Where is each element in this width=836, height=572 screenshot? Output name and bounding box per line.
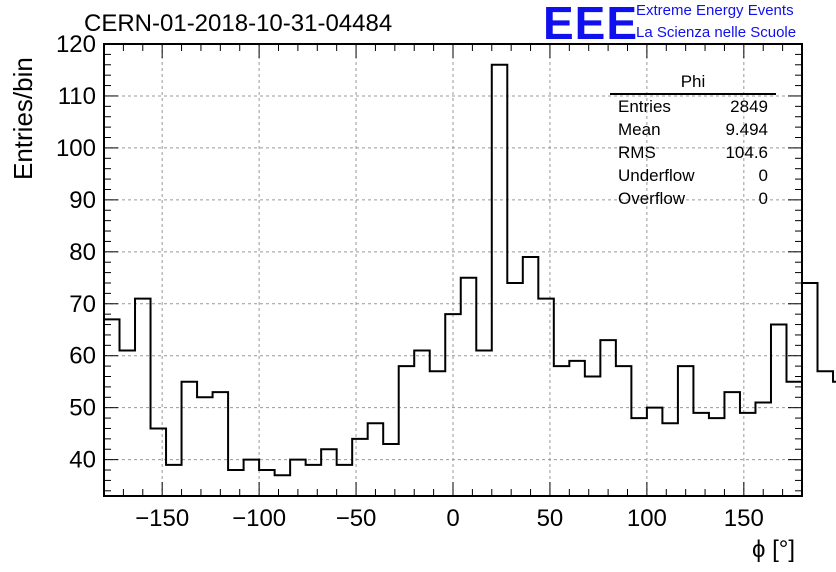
histogram-bin (492, 65, 508, 496)
histogram-bin (771, 325, 787, 496)
histogram-bin (755, 402, 771, 496)
stats-label: RMS (618, 143, 656, 162)
histogram-bin (802, 283, 818, 496)
stats-label: Mean (618, 120, 661, 139)
y-axis-label: Entries/bin (8, 57, 38, 180)
stats-title: Phi (610, 72, 776, 95)
histogram-bin (414, 351, 430, 496)
histogram-bin (259, 470, 275, 496)
y-tick-label: 40 (69, 447, 96, 474)
histogram-bin (818, 371, 834, 496)
eee-logo: EEE (543, 0, 639, 49)
histogram-bin (228, 470, 244, 496)
y-tick-label: 50 (69, 395, 96, 422)
histogram-bin (399, 366, 415, 496)
chart-title: CERN-01-2018-10-31-04484 (84, 10, 393, 37)
histogram-bin (244, 460, 260, 496)
histogram-bin (709, 418, 725, 496)
stats-label: Entries (618, 97, 671, 116)
histogram-bin (631, 418, 647, 496)
histogram-bin (182, 382, 198, 496)
histogram-bin (585, 377, 601, 496)
histogram-bin (151, 428, 167, 496)
histogram-bin (569, 361, 585, 496)
axis-ticks (103, 43, 803, 496)
y-tick-label: 120 (56, 31, 96, 58)
logo-line-2: La Scienza nelle Scuole (636, 24, 797, 41)
stats-value: 0 (758, 189, 768, 208)
stats-box: Phi Entries 2849 Mean 9.494 RMS 104.6 Un… (610, 72, 776, 210)
stats-value: 9.494 (725, 120, 768, 139)
stats-row-mean: Mean 9.494 (612, 118, 776, 141)
histogram-bin (352, 439, 368, 496)
stats-value: 0 (758, 166, 768, 185)
y-tick-label: 110 (58, 83, 96, 110)
histogram-bin (383, 444, 399, 496)
histogram-bin (740, 413, 756, 496)
stats-row-entries: Entries 2849 (612, 95, 776, 118)
histogram-bin (120, 351, 136, 496)
tick-labels: −150 −100 −50 0 50 100 150 40 50 60 70 80 90 100 110 12… (56, 31, 764, 532)
stats-row-overflow: Overflow 0 (612, 187, 776, 210)
histogram-bin (616, 366, 632, 496)
histogram-bin (476, 351, 492, 496)
y-tick-label: 60 (69, 343, 96, 370)
histogram-bin (724, 392, 740, 496)
stats-label: Underflow (618, 166, 695, 185)
x-tick-label: −150 (135, 505, 189, 532)
histogram-bin (166, 465, 182, 496)
histogram-bin (430, 371, 446, 496)
x-tick-label: 50 (537, 505, 564, 532)
stats-value: 104.6 (725, 143, 768, 162)
histogram-bin (647, 408, 663, 496)
stats-value: 2849 (730, 97, 768, 116)
logo-line-1: Extreme Energy Events (636, 2, 794, 19)
histogram-outline (104, 63, 836, 477)
histogram-bin (693, 413, 709, 496)
histogram-bin (507, 283, 523, 496)
histogram-bin (275, 475, 291, 496)
histogram-bin (197, 397, 213, 496)
stats-row-rms: RMS 104.6 (612, 141, 776, 164)
stats-label: Overflow (618, 189, 686, 208)
stats-row-underflow: Underflow 0 (612, 164, 776, 187)
histogram-bin (554, 366, 570, 496)
histogram-bin (538, 299, 554, 496)
histogram-bin (523, 257, 539, 496)
histogram-bin (678, 366, 694, 496)
x-tick-label: −50 (336, 505, 377, 532)
histogram-bin (337, 465, 353, 496)
x-tick-label: 0 (446, 505, 459, 532)
y-tick-label: 70 (69, 291, 96, 318)
histogram-bars (104, 63, 836, 496)
y-tick-label: 90 (69, 187, 96, 214)
y-tick-label: 100 (56, 135, 96, 162)
histogram-bin (306, 465, 322, 496)
histogram-bin (600, 340, 616, 496)
histogram-bin (135, 299, 151, 496)
y-tick-label: 80 (69, 239, 96, 266)
histogram-bin (461, 278, 477, 496)
x-axis-label: ϕ [°] (752, 536, 796, 563)
x-tick-label: −100 (232, 505, 286, 532)
x-tick-label: 100 (627, 505, 667, 532)
x-tick-label: 150 (724, 505, 764, 532)
histogram-bin (321, 449, 337, 496)
